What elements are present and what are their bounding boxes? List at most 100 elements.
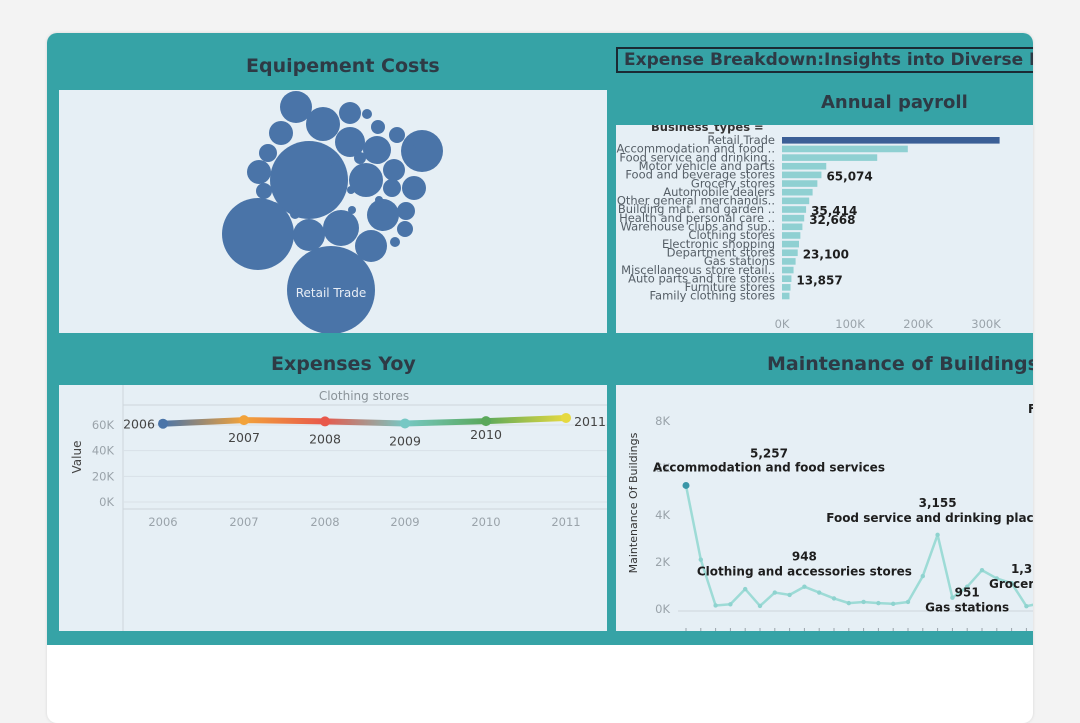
payroll-category-label: Building mat. and garden .. [618, 202, 775, 216]
payroll-bar [782, 240, 799, 248]
yoy-x-tick: 2008 [310, 515, 339, 529]
payroll-category-label: Miscellaneous store retail.. [621, 263, 775, 277]
yoy-point-label: 2011 [574, 414, 606, 429]
bubble [339, 102, 361, 124]
payroll-bar [782, 206, 807, 213]
buildings-y-tick: 0K [655, 602, 670, 616]
bubble-retail-trade [287, 246, 375, 333]
yoy-y-tick: 60K [92, 418, 115, 432]
buildings-point [846, 600, 851, 606]
buildings-annotation-value: 951 [955, 586, 980, 600]
buildings-point [876, 600, 881, 606]
bubble [335, 127, 365, 157]
payroll-bar [782, 197, 810, 205]
payroll-category-label: Warehouse clubs and sup.. [620, 220, 775, 234]
payroll-category-label: Clothing stores [688, 228, 775, 242]
buildings-annotation-label: Grocer [989, 577, 1033, 591]
buildings-point [1009, 580, 1014, 586]
buildings-point [802, 584, 807, 589]
yoy-y-label: Value [70, 441, 84, 474]
buildings-y-tick: 8K [655, 414, 670, 428]
payroll-x-tick: 200K [903, 317, 933, 331]
payroll-category-label: Motor vehicle and parts [639, 159, 775, 173]
yoy-x-tick: 2009 [390, 515, 419, 529]
bubble [402, 176, 426, 200]
payroll-category-label: Retail Trade [707, 133, 775, 147]
yoy-y-tick: 40K [92, 444, 115, 458]
bubble [396, 162, 402, 168]
yoy-point [481, 416, 491, 427]
bubble [256, 183, 272, 199]
buildings-annotation-label: Accommodation and food services [653, 460, 885, 474]
bubble [367, 199, 399, 231]
yoy-y-tick: 0K [99, 495, 114, 509]
yoy-title: Expenses Yoy [271, 353, 416, 375]
payroll-category-label: Accommodation and food .. [617, 142, 776, 156]
buildings-point [698, 557, 703, 562]
buildings-point [935, 532, 940, 538]
buildings-point [743, 586, 748, 592]
buildings-annotation-value: 5,257 [750, 446, 788, 460]
payroll-category-label: Other general merchandis.. [617, 194, 775, 208]
yoy-x-tick: 2010 [471, 515, 500, 529]
buildings-panel: 0K 2K 4K 6K 8K Maintenance Of Buildings 5,257 A… [616, 385, 1033, 631]
buildings-series-line [684, 485, 1033, 608]
payroll-chart: Business_types =Retail TradeAccommodatio… [617, 125, 1002, 331]
payroll-panel: Business_types = Retail Trade Accommodatio… [616, 125, 1033, 333]
payroll-title: Annual payroll [821, 92, 968, 113]
bubble [348, 206, 356, 214]
buildings-point [831, 596, 837, 601]
bubble [355, 230, 387, 262]
buildings-point [728, 602, 733, 607]
payroll-data-label: 65,074 [826, 170, 872, 184]
buildings-annotation-value: 948 [792, 550, 817, 564]
payroll-bar [782, 214, 805, 222]
bubble [269, 121, 293, 145]
bubble [247, 160, 271, 184]
buildings-annotation-value: 1,3 [1011, 562, 1032, 576]
yoy-point-label: 2009 [389, 433, 421, 448]
yoy-x-tick: 2011 [551, 515, 580, 529]
yoy-series-line [160, 414, 569, 427]
payroll-bar [782, 232, 801, 239]
buildings-annotation-label: Clothing and accessories stores [697, 565, 912, 579]
payroll-bar [782, 275, 792, 282]
equipment-panel: Retail Trade [59, 90, 607, 333]
payroll-axis-header: Business_types = [651, 125, 764, 135]
bubble [222, 198, 294, 270]
payroll-bar [782, 145, 908, 153]
payroll-category-label: Auto parts and tire stores [628, 271, 775, 285]
bubble [326, 158, 334, 166]
payroll-x-tick: 0K [775, 317, 790, 331]
dashboard-card: Equipement Costs Retail Trade Expense Br… [47, 33, 1033, 723]
yoy-point-label: 2008 [309, 431, 341, 446]
payroll-category-label: Department stores [667, 245, 775, 259]
buildings-annotation-value: 3,155 [919, 496, 957, 510]
bubble [397, 221, 413, 237]
payroll-data-label: 13,857 [796, 273, 842, 287]
payroll-data-label: 23,100 [803, 247, 849, 261]
bubble [383, 159, 405, 181]
buildings-point [713, 603, 718, 608]
buildings-point [979, 568, 985, 573]
payroll-bar [782, 154, 878, 161]
buildings-point [965, 584, 970, 589]
bubble [349, 163, 383, 197]
buildings-point [817, 590, 822, 595]
yoy-point-label: 2010 [470, 427, 502, 442]
bubble [383, 179, 401, 197]
dashboard-frame: Equipement Costs Retail Trade Expense Br… [47, 33, 1033, 645]
payroll-category-label: Health and personal care .. [619, 211, 775, 225]
payroll-x-tick: 300K [971, 317, 1001, 331]
bubble [290, 209, 300, 219]
yoy-point-label: 2006 [123, 417, 155, 432]
buildings-point-highlight [682, 481, 690, 489]
payroll-bar [782, 223, 803, 231]
yoy-point [400, 418, 410, 429]
main-title: Expense Breakdown:Insights into Diverse … [616, 47, 1033, 73]
payroll-category-label: Food service and drinking.. [619, 150, 775, 164]
bubble [362, 109, 372, 119]
buildings-point [1024, 603, 1029, 609]
payroll-bar [782, 284, 791, 291]
payroll-category-label: Family clothing stores [649, 289, 775, 303]
